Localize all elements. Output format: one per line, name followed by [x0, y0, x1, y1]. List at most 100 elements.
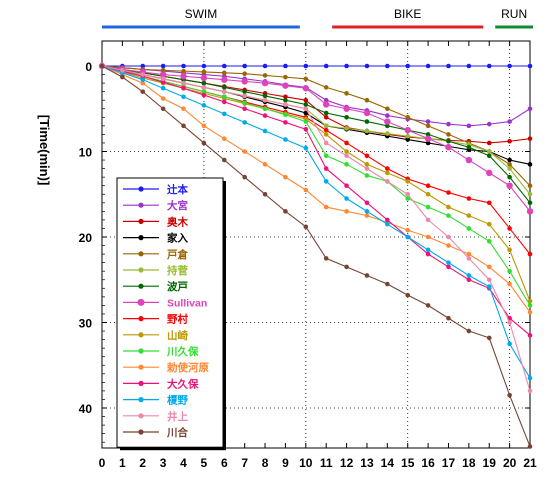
data-point: [344, 63, 349, 69]
data-point: [140, 77, 146, 82]
data-point: [201, 140, 207, 146]
data-point: [364, 128, 370, 134]
data-point: [344, 162, 349, 167]
legend-label: 川合: [166, 426, 188, 439]
data-point: [486, 121, 492, 127]
series-line: [101, 65, 531, 336]
data-point: [242, 71, 247, 76]
data-point: [405, 292, 411, 298]
data-point: [527, 309, 533, 315]
data-point: [344, 209, 349, 214]
series-line: [101, 65, 531, 187]
data-point: [446, 213, 451, 218]
data-point: [262, 106, 268, 112]
x-tick-label: 7: [241, 456, 248, 470]
data-point: [303, 145, 309, 151]
data-point: [283, 102, 288, 107]
legend-box: [116, 177, 224, 448]
data-point: [385, 131, 390, 136]
legend-swatch-marker: [138, 397, 144, 403]
data-point: [181, 68, 186, 74]
data-point: [527, 375, 533, 381]
data-point: [405, 179, 411, 184]
legend-swatch-marker: [138, 348, 144, 354]
legend-label: 井上: [167, 410, 188, 423]
data-point: [282, 82, 289, 89]
data-point: [242, 93, 247, 99]
data-point: [344, 153, 349, 159]
data-point: [507, 226, 512, 231]
x-tick-label: 15: [401, 456, 415, 470]
data-point: [303, 76, 309, 82]
x-tick-label: 21: [523, 456, 537, 470]
x-tick-label: 13: [360, 456, 374, 470]
data-point: [446, 315, 451, 321]
legend-swatch-marker: [138, 429, 144, 435]
legend-swatch-marker: [138, 202, 144, 208]
data-point: [364, 173, 370, 178]
data-point: [486, 221, 492, 227]
data-point: [221, 157, 227, 163]
data-point: [527, 298, 533, 304]
series-line: [101, 65, 531, 447]
data-point: [385, 113, 390, 118]
data-point: [201, 123, 207, 129]
data-point: [466, 273, 472, 278]
data-point: [466, 251, 472, 257]
data-point: [262, 97, 268, 103]
data-point: [262, 162, 268, 167]
series-line: [101, 65, 531, 392]
data-point: [262, 93, 268, 99]
data-point: [262, 191, 268, 197]
x-tick-label: 5: [201, 456, 208, 470]
data-point: [283, 209, 288, 214]
data-point: [221, 76, 228, 83]
data-point: [507, 281, 512, 287]
data-point: [527, 191, 533, 197]
data-point: [344, 264, 349, 270]
data-point: [425, 132, 431, 137]
data-point: [446, 63, 451, 69]
data-point: [385, 221, 390, 227]
data-point: [486, 284, 492, 289]
data-point: [405, 227, 411, 233]
data-point: [465, 156, 473, 164]
data-point: [262, 128, 268, 134]
data-point: [262, 63, 268, 69]
legend-label: 奥木: [167, 215, 188, 228]
data-point: [385, 217, 390, 223]
data-point: [181, 123, 186, 129]
data-point: [486, 63, 492, 69]
legend-label: 野村: [167, 313, 188, 326]
data-point: [405, 234, 411, 240]
x-tick-label: 1: [119, 456, 126, 470]
x-tick-label: 9: [282, 456, 289, 470]
data-point: [303, 102, 309, 107]
legend-label: 山崎: [167, 329, 188, 342]
data-point: [283, 112, 288, 118]
data-point: [283, 63, 288, 69]
data-point: [221, 111, 227, 117]
data-point: [181, 106, 186, 112]
series-line: [101, 65, 531, 212]
series-15: [99, 63, 533, 449]
data-point: [344, 91, 349, 96]
data-point: [466, 144, 472, 150]
x-tick-label: 0: [99, 456, 106, 470]
x-tick-label: 8: [262, 456, 269, 470]
data-point: [486, 264, 492, 270]
legend-swatch-marker: [138, 316, 144, 322]
data-point: [364, 213, 370, 218]
data-point: [425, 247, 431, 253]
data-point: [344, 183, 349, 188]
data-point: [507, 166, 512, 171]
data-point: [486, 149, 492, 154]
x-tick-label: 4: [180, 456, 187, 470]
data-point: [343, 105, 350, 112]
segment-label-bike: BIKE: [394, 7, 421, 21]
data-point: [242, 100, 247, 106]
data-point: [363, 109, 371, 117]
data-point: [385, 63, 390, 69]
data-point: [364, 166, 370, 171]
x-tick-label: 16: [421, 456, 435, 470]
